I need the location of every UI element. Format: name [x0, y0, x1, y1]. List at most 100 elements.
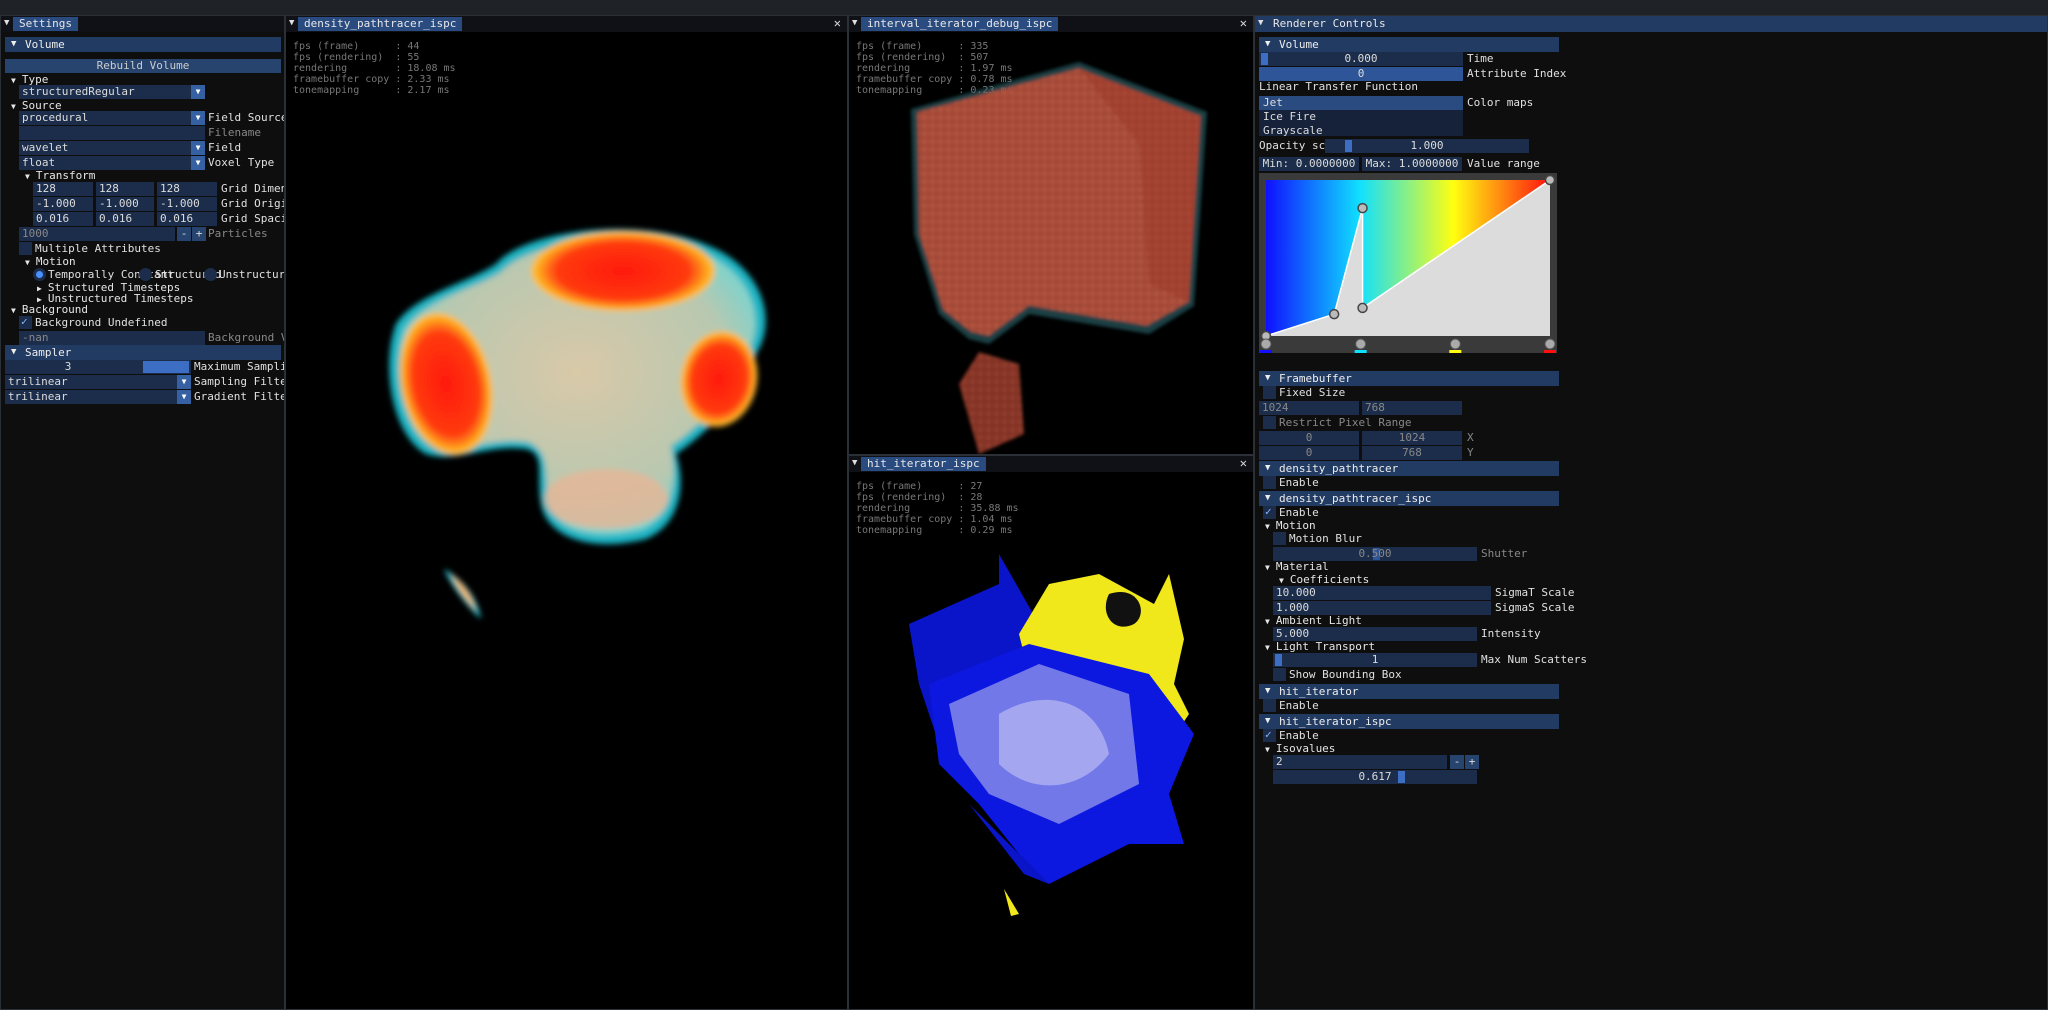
type-tree-node[interactable]: ▼ Type: [11, 73, 49, 86]
grid-dim-y[interactable]: 128: [96, 182, 154, 196]
unstructured-timesteps-node[interactable]: ▶ Unstructured Timesteps: [37, 292, 194, 305]
hit-iterator-view[interactable]: ▼ hit_iterator_ispc ✕ fps (frame) : 27 f…: [848, 455, 1254, 1010]
particles-increment-button[interactable]: +: [192, 227, 206, 241]
density-pathtracer-ispc-header[interactable]: ▼ density_pathtracer_ispc: [1259, 491, 1559, 506]
view-titlebar[interactable]: ▼ interval_iterator_debug_ispc ✕: [849, 16, 1253, 32]
filename-input[interactable]: [19, 126, 205, 140]
transfer-function-editor[interactable]: [1259, 173, 1557, 353]
color-stop-handle[interactable]: [1260, 338, 1272, 350]
sigmas-scale-input[interactable]: 1.000: [1273, 601, 1491, 615]
colormap-option[interactable]: Ice Fire: [1263, 110, 1316, 123]
hit-iterator-header[interactable]: ▼ hit_iterator: [1259, 684, 1559, 699]
colormap-list[interactable]: Jet Ice Fire Grayscale: [1259, 96, 1463, 137]
background-tree-node[interactable]: ▼ Background: [11, 303, 89, 316]
grid-spacing-x[interactable]: 0.016: [33, 212, 93, 226]
field-source-dropdown[interactable]: procedural ▼: [19, 111, 205, 125]
framebuffer-header[interactable]: ▼ Framebuffer: [1259, 371, 1559, 386]
close-icon[interactable]: ✕: [833, 16, 841, 30]
ambient-light-tree-node[interactable]: ▼ Ambient Light: [1265, 614, 1362, 627]
shutter-slider[interactable]: 0.500: [1273, 547, 1477, 561]
motion-blur-checkbox[interactable]: [1273, 532, 1286, 545]
voxel-type-dropdown[interactable]: float ▼: [19, 156, 205, 170]
coefficients-tree-node[interactable]: ▼ Coefficients: [1279, 573, 1370, 586]
rebuild-volume-button[interactable]: Rebuild Volume: [5, 59, 281, 73]
x-range-min[interactable]: 0: [1259, 431, 1359, 445]
volume-header[interactable]: ▼ Volume: [5, 37, 281, 52]
isovalue-count-input[interactable]: 2: [1273, 755, 1447, 769]
color-stop-handle[interactable]: [1449, 338, 1461, 350]
isovalue-decrement-button[interactable]: -: [1450, 755, 1464, 769]
fixed-size-checkbox[interactable]: [1263, 386, 1276, 399]
multiple-attributes-checkbox[interactable]: [19, 242, 32, 255]
structured-timesteps-node[interactable]: ▶ Structured Timesteps: [37, 281, 181, 294]
max-sampling-depth-slider[interactable]: 3: [5, 360, 191, 374]
density-pathtracer-view[interactable]: ▼ density_pathtracer_ispc ✕ fps (frame) …: [285, 15, 848, 1010]
light-transport-tree-node[interactable]: ▼ Light Transport: [1265, 640, 1376, 653]
motion-structured-radio[interactable]: [139, 268, 152, 281]
value-range-max[interactable]: Max: 1.0000000: [1362, 157, 1462, 171]
grid-spacing-y[interactable]: 0.016: [96, 212, 154, 226]
transfer-function-curve[interactable]: [1259, 173, 1557, 353]
sampler-header[interactable]: ▼ Sampler: [5, 345, 281, 360]
material-tree-node[interactable]: ▼ Material: [1265, 560, 1329, 573]
field-dropdown[interactable]: wavelet ▼: [19, 141, 205, 155]
collapse-icon[interactable]: ▼: [852, 458, 858, 468]
motion-tree-node[interactable]: ▼ Motion: [1265, 519, 1316, 532]
transform-tree-node[interactable]: ▼ Transform: [25, 169, 96, 182]
grid-dim-z[interactable]: 128: [157, 182, 217, 196]
max-num-scatters-slider[interactable]: 1: [1273, 653, 1477, 667]
color-stop-swatch[interactable]: [1449, 350, 1462, 353]
colormap-option[interactable]: Jet: [1259, 96, 1463, 110]
value-range-min[interactable]: Min: 0.0000000: [1259, 157, 1359, 171]
collapse-icon[interactable]: ▼: [289, 18, 295, 28]
y-range-max[interactable]: 768: [1362, 446, 1462, 460]
background-undefined-checkbox[interactable]: [19, 315, 32, 329]
gradient-filter-dropdown[interactable]: trilinear ▼: [5, 390, 191, 404]
close-icon[interactable]: ✕: [1239, 16, 1247, 30]
density-pathtracer-header[interactable]: ▼ density_pathtracer: [1259, 461, 1559, 476]
grid-dim-x[interactable]: 128: [33, 182, 93, 196]
renderer-titlebar[interactable]: ▼ Renderer Controls: [1255, 16, 2047, 32]
isovalues-tree-node[interactable]: ▼ Isovalues: [1265, 742, 1336, 755]
opacity-control-point[interactable]: [1357, 202, 1368, 214]
sampling-filter-dropdown[interactable]: trilinear ▼: [5, 375, 191, 389]
view-titlebar[interactable]: ▼ hit_iterator_ispc ✕: [849, 456, 1253, 472]
isovalue-increment-button[interactable]: +: [1465, 755, 1479, 769]
show-bounding-box-checkbox[interactable]: [1273, 668, 1286, 681]
colormap-option[interactable]: Grayscale: [1263, 124, 1323, 137]
grid-spacing-z[interactable]: 0.016: [157, 212, 217, 226]
isovalue-slider[interactable]: 0.617: [1273, 770, 1477, 784]
opacity-scale-slider[interactable]: 1.000: [1325, 139, 1529, 153]
x-range-max[interactable]: 1024: [1362, 431, 1462, 445]
time-slider[interactable]: 0.000: [1259, 52, 1463, 66]
collapse-icon[interactable]: ▼: [852, 18, 858, 28]
attribute-index-slider[interactable]: 0: [1259, 67, 1463, 81]
type-dropdown[interactable]: structuredRegular ▼: [19, 85, 205, 99]
opacity-control-point[interactable]: [1328, 308, 1340, 320]
background-value-input[interactable]: -nan: [19, 331, 205, 345]
particles-input[interactable]: 1000: [19, 227, 175, 241]
grid-origin-y[interactable]: -1.000: [96, 197, 154, 211]
density-pathtracer-ispc-enable-checkbox[interactable]: [1263, 505, 1276, 519]
opacity-control-point[interactable]: [1357, 302, 1368, 314]
settings-titlebar[interactable]: ▼ Settings: [1, 16, 284, 32]
fb-height-input[interactable]: 768: [1362, 401, 1462, 415]
hit-iterator-ispc-header[interactable]: ▼ hit_iterator_ispc: [1259, 714, 1559, 729]
density-pathtracer-enable-checkbox[interactable]: [1263, 476, 1276, 489]
renderer-volume-header[interactable]: ▼ Volume: [1259, 37, 1559, 52]
restrict-pixel-range-checkbox[interactable]: [1263, 416, 1276, 429]
motion-tree-node[interactable]: ▼ Motion: [25, 255, 76, 268]
hit-iterator-ispc-enable-checkbox[interactable]: [1263, 728, 1276, 742]
sigmat-scale-input[interactable]: 10.000: [1273, 586, 1491, 600]
motion-unstructured-radio[interactable]: [204, 268, 217, 281]
view-titlebar[interactable]: ▼ density_pathtracer_ispc ✕: [286, 16, 847, 32]
color-stop-swatch[interactable]: [1260, 350, 1272, 353]
intensity-input[interactable]: 5.000: [1273, 627, 1477, 641]
fb-width-input[interactable]: 1024: [1259, 401, 1359, 415]
collapse-icon[interactable]: ▼: [4, 18, 10, 28]
motion-temporally-constant-radio[interactable]: [33, 268, 46, 281]
color-stop-swatch[interactable]: [1354, 350, 1367, 353]
color-stop-handle[interactable]: [1355, 338, 1367, 350]
color-stop-swatch[interactable]: [1544, 350, 1556, 353]
opacity-control-point[interactable]: [1544, 174, 1556, 186]
